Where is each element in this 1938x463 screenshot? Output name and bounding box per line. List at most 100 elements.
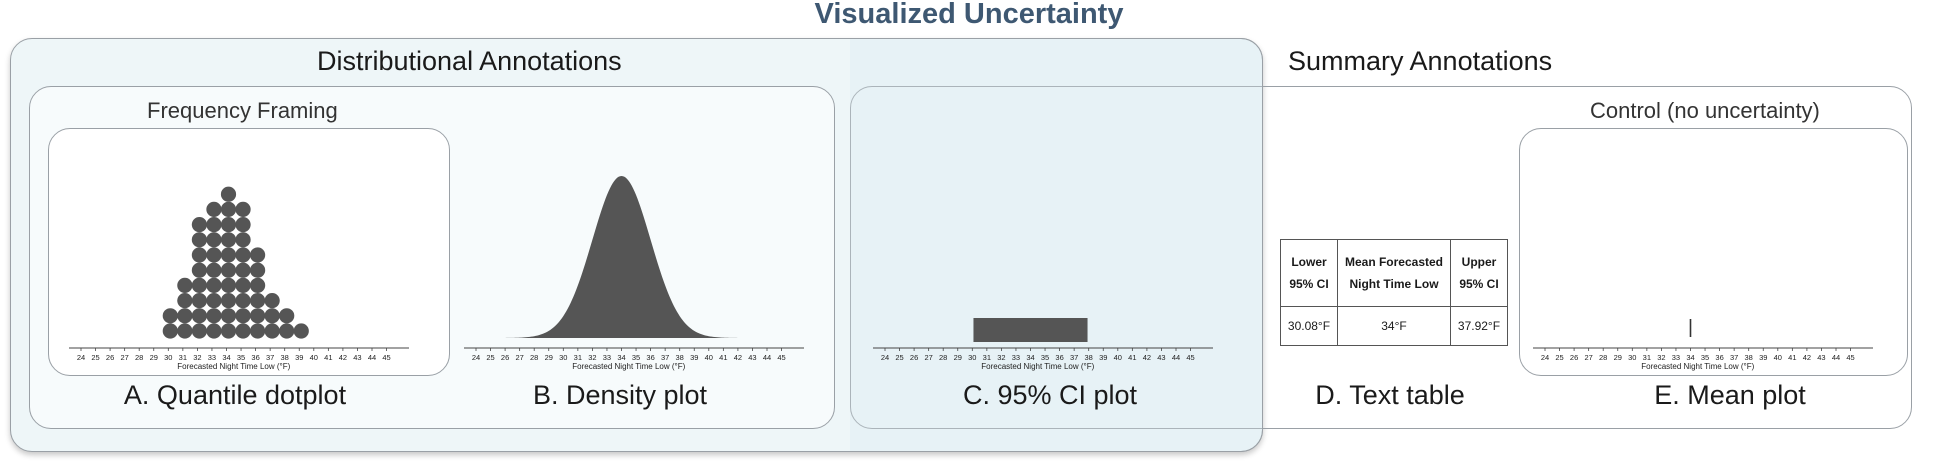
dot [250, 308, 266, 324]
x-tick-label: 44 [1172, 353, 1180, 362]
x-tick-label: 29 [545, 353, 553, 362]
x-tick-label: 31 [574, 353, 582, 362]
control-panel [1519, 128, 1908, 376]
x-tick-label: 33 [1672, 353, 1680, 362]
x-tick-label: 34 [617, 353, 625, 362]
x-tick-label: 45 [1846, 353, 1854, 362]
density-area [505, 176, 738, 338]
x-tick-label: 44 [763, 353, 771, 362]
x-tick-label: 25 [895, 353, 903, 362]
value-mean: 34°F [1337, 306, 1451, 346]
x-tick-label: 45 [382, 353, 390, 362]
x-tick-label: 39 [1099, 353, 1107, 362]
caption-a: A. Quantile dotplot [123, 380, 347, 410]
x-tick-label: 42 [734, 353, 742, 362]
x-tick-label: 42 [1143, 353, 1151, 362]
dot [235, 217, 251, 233]
x-tick-label: 38 [1745, 353, 1753, 362]
x-tick-label: 32 [1657, 353, 1665, 362]
dot [206, 277, 222, 293]
x-tick-label: 27 [1584, 353, 1592, 362]
dot [191, 217, 207, 233]
dot [191, 323, 207, 339]
x-tick-label: 25 [1555, 353, 1563, 362]
x-tick-label: 34 [1686, 353, 1694, 362]
dot [235, 308, 251, 324]
x-tick-label: 38 [281, 353, 289, 362]
x-tick-label: 39 [690, 353, 698, 362]
x-tick-label: 39 [1759, 353, 1767, 362]
x-tick-label: 33 [208, 353, 216, 362]
ci-plot: 24 25 26 27 28 29 30 31 32 33 34 35 36 37 38 39 40 41 42 43… [873, 318, 1213, 371]
dot [235, 262, 251, 278]
x-tick-label: 35 [632, 353, 640, 362]
dot [235, 247, 251, 263]
x-tick-label: 30 [1628, 353, 1636, 362]
dot [206, 323, 222, 339]
caption-c: C. 95% CI plot [962, 380, 1138, 410]
dot [177, 323, 193, 339]
x-tick-label: 26 [1570, 353, 1578, 362]
x-tick-label: 36 [251, 353, 259, 362]
dot [264, 293, 280, 309]
dot [206, 308, 222, 324]
ci-bar [973, 318, 1088, 342]
x-tick-label: 40 [310, 353, 318, 362]
x-tick-label: 35 [1041, 353, 1049, 362]
header-lower: Lower 95% CI [1280, 239, 1338, 307]
x-tick-label: 28 [1599, 353, 1607, 362]
dot [250, 323, 266, 339]
x-tick-label: 33 [1012, 353, 1020, 362]
x-tick-label: 36 [646, 353, 654, 362]
x-axis-label: Forecasted Night Time Low (°F) [981, 362, 1094, 371]
x-tick-label: 37 [1730, 353, 1738, 362]
dot [235, 323, 251, 339]
dot [206, 217, 222, 233]
x-tick-label: 34 [1026, 353, 1034, 362]
x-tick-label: 38 [1085, 353, 1093, 362]
x-tick-label: 24 [881, 353, 889, 362]
dot [279, 323, 295, 339]
x-tick-label: 37 [661, 353, 669, 362]
x-tick-label: 28 [530, 353, 538, 362]
x-tick-label: 27 [120, 353, 128, 362]
x-tick-label: 27 [515, 353, 523, 362]
caption-e: E. Mean plot [1654, 380, 1806, 410]
dot [235, 293, 251, 309]
dot [279, 308, 295, 324]
dot [191, 232, 207, 248]
dot [162, 323, 178, 339]
x-tick-label: 41 [324, 353, 332, 362]
x-tick-label: 31 [179, 353, 187, 362]
control-heading: Control (no uncertainty) [1590, 98, 1820, 123]
x-tick-label: 45 [1186, 353, 1194, 362]
dot [220, 217, 237, 233]
caption-d: D. Text table [1315, 380, 1465, 410]
x-tick-label: 44 [368, 353, 376, 362]
x-tick-label: 38 [676, 353, 684, 362]
x-tick-label: 40 [1114, 353, 1122, 362]
dot [220, 323, 237, 339]
dot [250, 247, 266, 263]
x-tick-label: 26 [106, 353, 114, 362]
x-tick-label: 26 [501, 353, 509, 362]
dot [177, 277, 193, 293]
value-lower: 30.08°F [1280, 306, 1338, 346]
dot [191, 308, 207, 324]
x-tick-label: 25 [91, 353, 99, 362]
x-tick-label: 28 [135, 353, 143, 362]
dot [206, 262, 222, 278]
x-tick-label: 43 [1817, 353, 1825, 362]
x-tick-label: 31 [983, 353, 991, 362]
dot [293, 323, 309, 339]
header-upper: Upper 95% CI [1450, 239, 1508, 307]
density-plot: 24 25 26 27 28 29 30 31 32 33 34 35 36 37 38 39 40 41 42 43… [464, 176, 804, 371]
dot [191, 277, 207, 293]
dot [206, 247, 222, 263]
x-tick-label: 42 [339, 353, 347, 362]
x-tick-label: 31 [1643, 353, 1651, 362]
x-tick-label: 41 [1788, 353, 1796, 362]
x-tick-label: 29 [1614, 353, 1622, 362]
x-tick-label: 28 [939, 353, 947, 362]
x-tick-label: 41 [719, 353, 727, 362]
